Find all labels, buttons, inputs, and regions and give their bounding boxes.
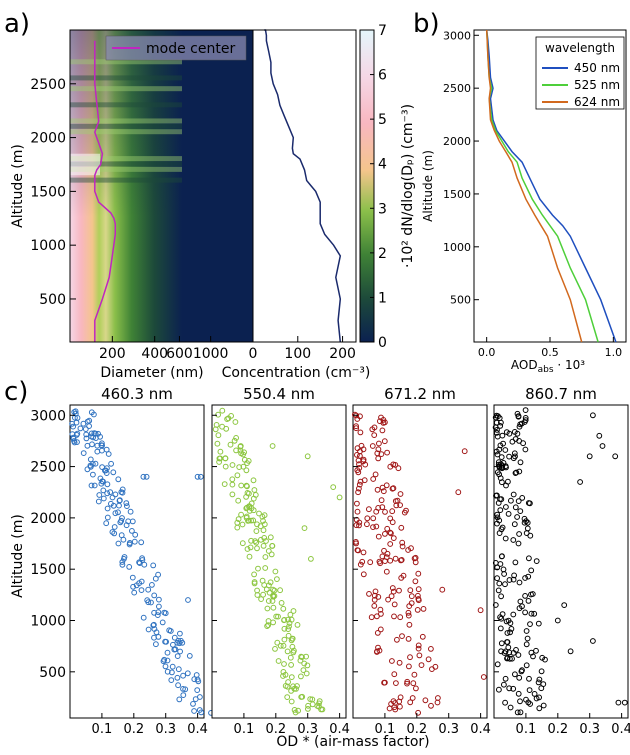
colorbar: 0 1 2 3 4 5 6 7 ·10² dN/dlog(Dₚ) (cm⁻³) <box>360 23 416 351</box>
aod-x-tick-label: 0.0 <box>478 346 496 359</box>
scatter-panel-frame <box>494 405 628 718</box>
scatter-panel: 860.7 nm 0.1 0.2 0.3 0.4 <box>493 385 630 737</box>
concentration-x-tick-label: 100 <box>284 346 311 362</box>
aod-y-tick-label: 1500 <box>443 188 471 201</box>
legend-label-mode-center: mode center <box>146 41 235 57</box>
scatter-y-tick-label: 1000 <box>30 614 66 630</box>
scatter-panel: 460.3 nm 0.1 0.2 0.3 0.4 500 1000 1500 2000 2500 3… <box>30 385 213 737</box>
colorbar-tick-label: 7 <box>378 23 387 39</box>
panel-label-c: c) <box>4 377 28 407</box>
scatter-x-tick-label: 0.2 <box>547 722 568 737</box>
scatter-panel-title: 671.2 nm <box>384 385 456 403</box>
heatmap-band <box>70 86 182 91</box>
aod-x-label-sub: abs <box>538 365 554 375</box>
aod-x-label-suffix: · 10³ <box>554 358 586 372</box>
scatter-y-tick-label: 2000 <box>30 511 66 527</box>
aod-x-tick-label: 1.0 <box>605 346 623 359</box>
scatter-x-tick-label: 0.2 <box>123 722 144 737</box>
aod-legend-entries: 450 nm 525 nm 624 nm <box>542 61 620 109</box>
heatmap-y-tick-label: 2500 <box>30 77 66 93</box>
heatmap-band <box>70 178 182 183</box>
aod-y-tick-label: 2000 <box>443 135 471 148</box>
concentration-x-label: Concentration (cm⁻³) <box>222 365 371 381</box>
colorbar-tick-label: 1 <box>378 290 387 306</box>
heatmap-y-label: Altitude (m) <box>10 144 26 228</box>
heatmap-x-label: Diameter (nm) <box>100 365 203 381</box>
scatter-y-tick-label: 3000 <box>30 408 66 424</box>
scatter-panel: 671.2 nm0.1 0.2 0.3 0.4 <box>353 385 491 737</box>
aod-y-tick-label: 1000 <box>443 241 471 254</box>
scatter-x-label: OD * (air-mass factor) <box>276 734 429 750</box>
scatter-y-label: Altitude (m) <box>10 514 26 598</box>
scatter-panel-title: 860.7 nm <box>525 385 597 403</box>
heatmap-y-tick-label: 2000 <box>30 131 66 147</box>
scatter-x-tick-label: 0.4 <box>470 722 491 737</box>
heatmap-x-tick-label: 400 <box>141 346 168 362</box>
aod-y-tick-label: 2500 <box>443 82 471 95</box>
aod-y-tick-label: 500 <box>450 294 471 307</box>
od-scatter-panels: 460.3 nm 0.1 0.2 0.3 0.4 500 1000 1500 2000 2500 3… <box>10 385 630 750</box>
scatter-panel-title: 460.3 nm <box>101 385 173 403</box>
aod-legend-label: 450 nm <box>574 61 620 75</box>
aod-legend-title: wavelength <box>545 41 615 55</box>
aod-y-label: Altitude (m) <box>421 150 435 222</box>
aod-legend-label: 624 nm <box>574 95 620 109</box>
heatmap-band <box>70 75 182 80</box>
scatter-x-tick-label: 0.1 <box>234 722 255 737</box>
aod-x-label-main: AOD <box>511 358 538 372</box>
colorbar-fill <box>360 30 374 342</box>
colorbar-tick-label: 5 <box>378 112 387 128</box>
heatmap-y-tick-label: 1000 <box>30 238 66 254</box>
heatmap-x-tick-label: 1000 <box>193 346 229 362</box>
aod-legend-label: 525 nm <box>574 78 620 92</box>
scatter-panel-frame <box>212 405 346 718</box>
heatmap-band <box>70 102 182 107</box>
colorbar-tick-label: 2 <box>378 246 387 262</box>
scatter-x-tick-label: 0.3 <box>438 722 459 737</box>
heatmap-band <box>70 124 182 129</box>
heatmap-x-tick-label: 600 <box>166 346 193 362</box>
colorbar-tick-label: 6 <box>378 68 387 84</box>
concentration-x-tick-label: 0 <box>249 346 258 362</box>
scatter-panel-group: 460.3 nm 0.1 0.2 0.3 0.4 500 1000 1500 2000 2500 3… <box>30 385 630 737</box>
scatter-x-tick-label: 0.3 <box>155 722 176 737</box>
colorbar-tick-label: 0 <box>378 335 387 351</box>
scatter-y-tick-label: 500 <box>39 665 66 681</box>
aod-x-axis: 0.0 0.5 1.0 <box>478 337 622 359</box>
scatter-x-tick-label: 0.1 <box>92 722 113 737</box>
scatter-x-tick-label: 0.1 <box>516 722 537 737</box>
panel-label-a: a) <box>4 9 30 39</box>
colorbar-tick-label: 3 <box>378 201 387 217</box>
scatter-x-tick-label: 0.4 <box>611 722 630 737</box>
scatter-y-tick-label: 2500 <box>30 460 66 476</box>
heatmap-x-tick-label: 200 <box>99 346 126 362</box>
scatter-panel-title: 550.4 nm <box>243 385 315 403</box>
panel-label-b: b) <box>413 9 440 39</box>
aod-abs-panel: 500 1000 1500 2000 2500 3000 0.0 0.5 1.0 Altitu… <box>421 29 626 375</box>
size-distribution-heatmap: mode center 500 1000 1500 2000 2500 200 40060… <box>10 30 253 381</box>
heatmap-y-tick-label: 500 <box>39 292 66 308</box>
heatmap-band <box>70 129 182 134</box>
scatter-y-tick-label: 1500 <box>30 562 66 578</box>
colorbar-label: ·10² dN/dlog(Dₚ) (cm⁻³) <box>400 104 416 268</box>
scatter-panel: 550.4 nm0.1 0.2 0.3 0.4 <box>212 385 350 737</box>
aod-y-tick-label: 3000 <box>443 29 471 42</box>
aod-x-label: AODabs · 10³ <box>511 358 585 375</box>
heatmap-y-axis: 500 1000 1500 2000 2500 <box>30 77 76 308</box>
concentration-plot-area <box>253 30 356 342</box>
scatter-x-tick-label: 0.4 <box>187 722 208 737</box>
scatter-x-tick-label: 0.3 <box>579 722 600 737</box>
heatmap-band <box>70 118 182 123</box>
heatmap-bands <box>70 59 182 182</box>
heatmap-y-tick-label: 1500 <box>30 184 66 200</box>
concentration-x-tick-label: 200 <box>329 346 356 362</box>
colorbar-tick-label: 4 <box>378 157 387 173</box>
